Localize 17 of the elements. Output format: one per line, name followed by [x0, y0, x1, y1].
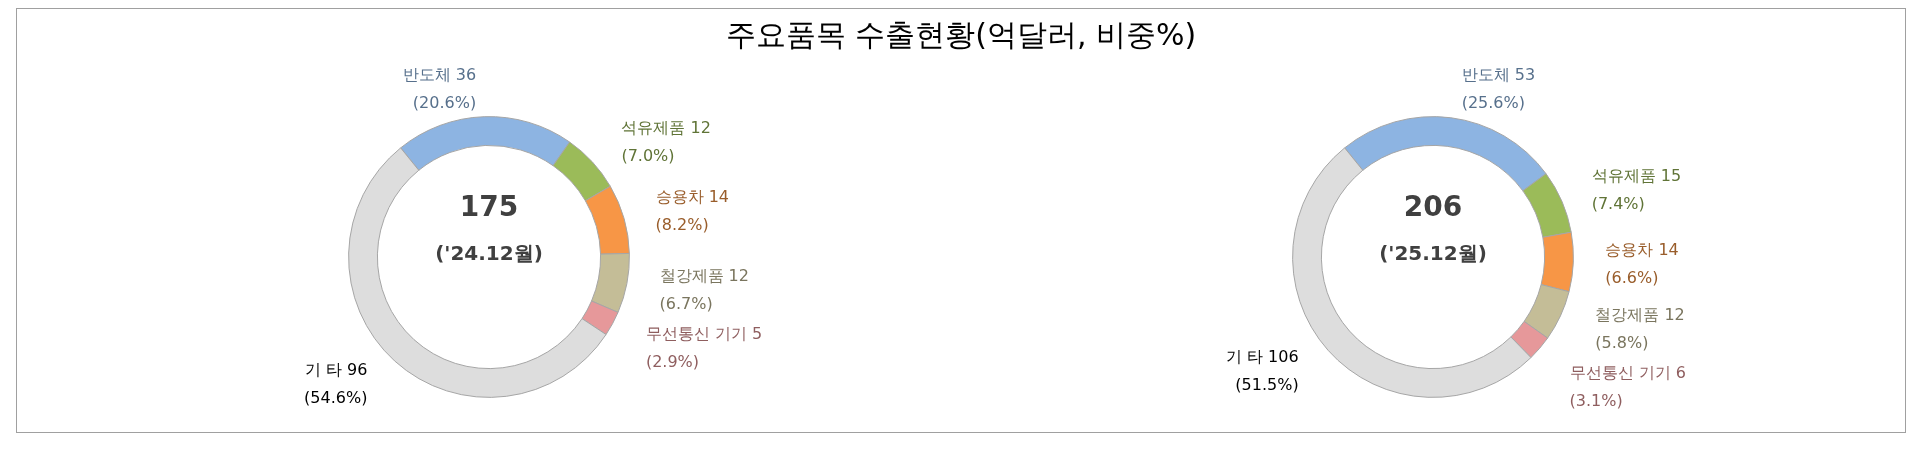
slice-label: 철강제품 12 (6.7%)	[659, 265, 749, 313]
text: 주요품목 수출현황(억달러, 비중%)	[724, 16, 1198, 54]
slice-label: 무선통신 기기 5 (2.9%)	[645, 323, 763, 371]
text: 206	[1403, 189, 1463, 223]
slice-label: 기 타 106 (51.5%)	[1225, 346, 1299, 394]
slice-label: 반도체 53 (25.6%)	[1461, 64, 1536, 112]
text: ('25.12월)	[1379, 240, 1487, 265]
slice-label: 무선통신 기기 6 (3.1%)	[1569, 362, 1686, 410]
slice-label: 기 타 96 (54.6%)	[304, 359, 368, 407]
slice-label: 석유제품 15 (7.4%)	[1591, 166, 1682, 214]
slice-label: 석유제품 12 (7.0%)	[621, 118, 711, 166]
text: 175	[459, 189, 519, 223]
text: ('24.12월)	[435, 240, 543, 265]
slice-label: 승용차 14 (8.2%)	[655, 186, 729, 234]
slice-label: 승용차 14 (6.6%)	[1605, 239, 1679, 287]
slice-label: 반도체 36 (20.6%)	[402, 64, 477, 112]
slice-label: 철강제품 12 (5.8%)	[1595, 304, 1685, 352]
